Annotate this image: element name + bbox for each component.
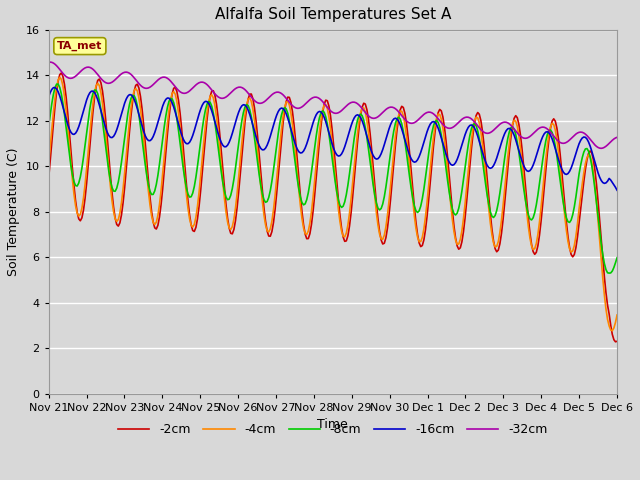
-16cm [216,135,223,141]
Line: -2cm: -2cm [49,73,617,342]
Title: Alfalfa Soil Temperatures Set A: Alfalfa Soil Temperatures Set A [214,7,451,22]
-32cm [46,59,54,65]
-8cm [613,255,621,261]
X-axis label: Time: Time [317,418,348,431]
-16cm [235,109,243,115]
-2cm [612,339,620,345]
-4cm [216,144,223,150]
-16cm [613,187,621,193]
-2cm [244,96,252,102]
-32cm [235,84,243,90]
-2cm [216,130,223,136]
-32cm [244,90,252,96]
Line: -32cm: -32cm [49,62,617,148]
-2cm [235,189,243,195]
-8cm [244,103,252,108]
-32cm [45,60,52,65]
-8cm [605,270,613,276]
-4cm [56,74,63,80]
-16cm [295,149,303,155]
Legend: -2cm, -4cm, -8cm, -16cm, -32cm: -2cm, -4cm, -8cm, -16cm, -32cm [113,418,553,441]
-2cm [116,220,124,226]
Line: -4cm: -4cm [49,77,617,331]
-16cm [116,117,124,122]
Y-axis label: Soil Temperature (C): Soil Temperature (C) [7,147,20,276]
-4cm [613,312,621,318]
-4cm [235,175,243,180]
-32cm [613,134,621,140]
-8cm [235,140,243,146]
-4cm [116,210,124,216]
-2cm [58,70,65,76]
-8cm [45,124,52,130]
Line: -8cm: -8cm [49,84,617,273]
-4cm [609,328,616,334]
-4cm [45,161,52,167]
-2cm [295,175,303,181]
-32cm [116,72,124,78]
Line: -16cm: -16cm [49,87,617,190]
-2cm [613,338,621,344]
-32cm [583,132,591,138]
-4cm [244,96,252,102]
-16cm [45,94,52,100]
-16cm [244,107,252,113]
-32cm [216,95,223,101]
-8cm [54,81,62,87]
-4cm [583,155,591,160]
-2cm [45,176,52,181]
-16cm [583,136,591,142]
-32cm [597,145,605,151]
-8cm [295,186,303,192]
-32cm [295,106,303,111]
-2cm [583,157,591,163]
-16cm [51,84,59,90]
-4cm [295,187,303,193]
-8cm [116,170,124,176]
Text: TA_met: TA_met [57,41,102,51]
-8cm [216,156,223,162]
-8cm [583,146,591,152]
